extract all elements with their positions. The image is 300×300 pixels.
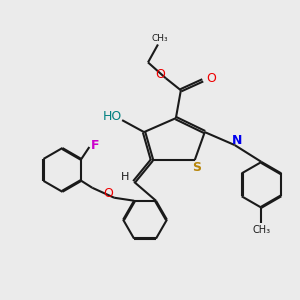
Text: O: O	[103, 187, 113, 200]
Text: F: F	[91, 139, 100, 152]
Text: O: O	[155, 68, 165, 81]
Text: CH₃: CH₃	[152, 34, 168, 43]
Text: N: N	[231, 134, 242, 146]
Text: H: H	[121, 172, 129, 182]
Text: O: O	[206, 72, 216, 85]
Text: S: S	[192, 161, 201, 174]
Text: HO: HO	[103, 110, 122, 123]
Text: CH₃: CH₃	[252, 225, 271, 235]
